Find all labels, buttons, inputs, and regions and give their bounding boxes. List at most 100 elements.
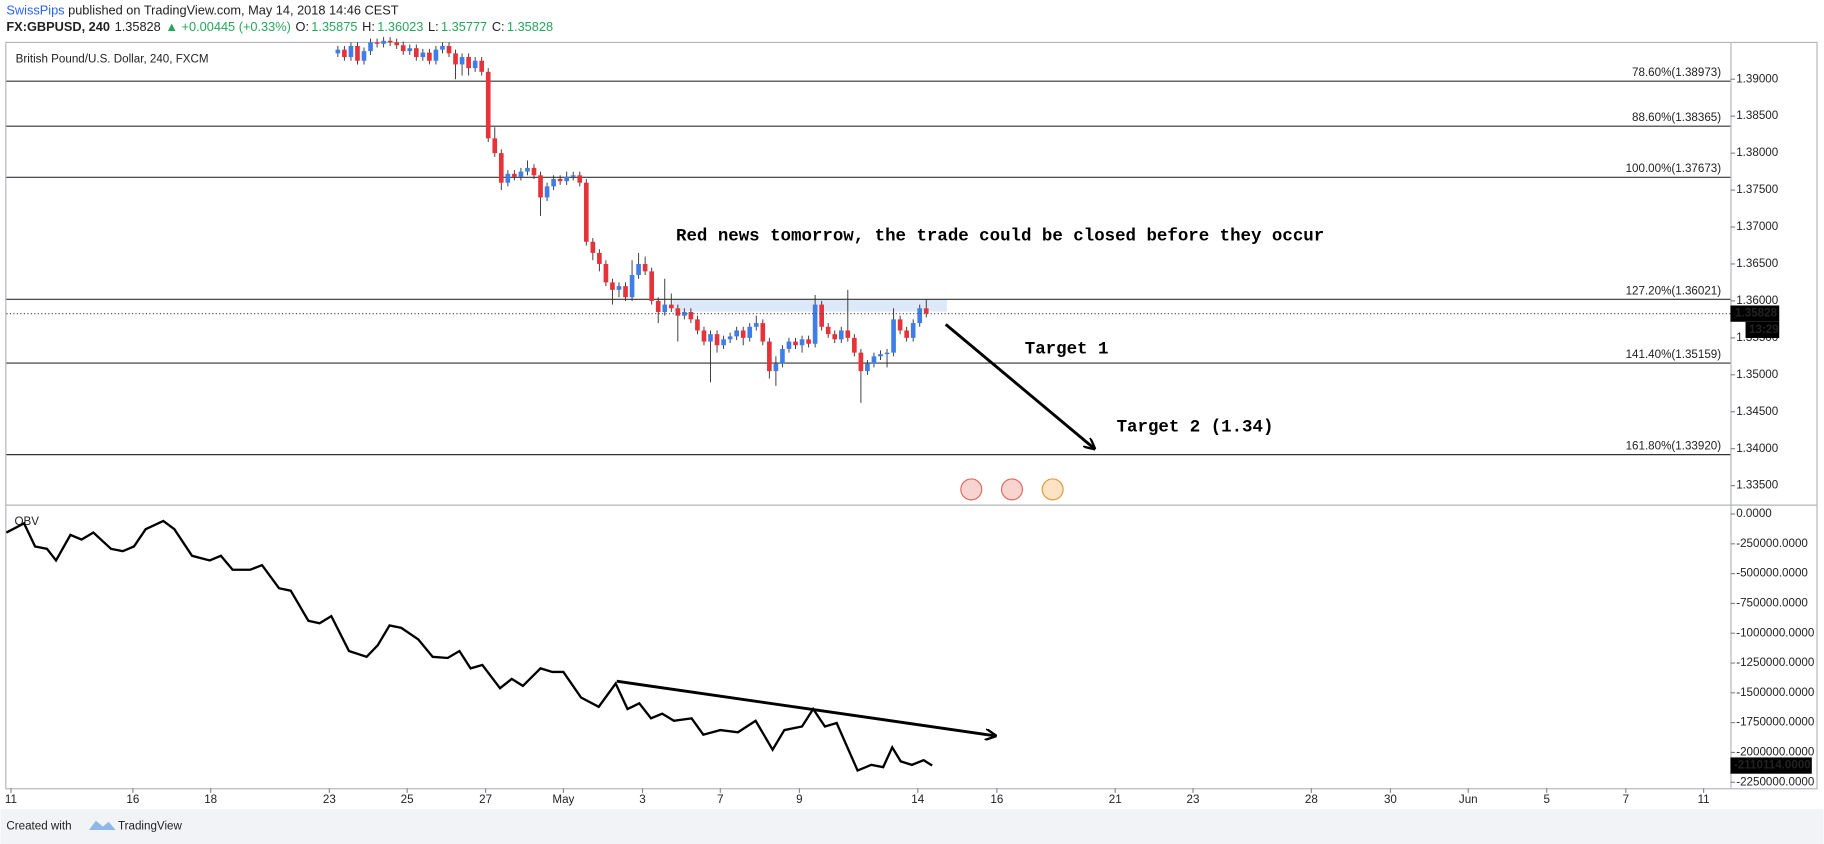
annotation-target-1: Target 1 [1025,339,1109,359]
event-icon[interactable] [1041,478,1064,501]
candle-body [440,45,445,50]
footer-created: Created with [6,820,71,833]
candle-body [597,252,602,264]
candle-body [427,52,432,61]
candle-body [368,42,373,52]
candle-body [721,339,726,346]
candle-body [413,48,419,58]
obv-trend-arrow [616,679,996,736]
candle-body [799,339,805,346]
candle-body [492,138,498,154]
candle-body [642,263,648,272]
candle-body [910,323,916,338]
candle-body [838,330,844,340]
change: +0.00445 (+0.33%) [182,19,291,34]
x-tick-label: 18 [204,793,217,806]
header-line-1: SwissPips published on TradingView.com, … [6,3,398,18]
x-tick-label: 23 [323,793,336,806]
candle-body [485,71,491,139]
fib-level-label: 161.80%(1.33920) [1626,440,1722,453]
chart-frame [5,41,1818,790]
candle-body [780,348,785,364]
candle-body [760,323,766,342]
candle-body [590,241,596,253]
x-tick-label: 16 [126,793,139,806]
candle-body [342,49,347,58]
generated-marks: 1.335001.340001.345001.350001.355001.360… [5,37,1814,806]
candle-body [498,153,504,183]
c-label: C: [492,19,505,34]
y-tick-label: 0.0000 [1736,507,1772,520]
fib-level-label: 100.00%(1.37673) [1626,162,1722,175]
candle-body [525,167,530,172]
y-tick-label: -2250000.0000 [1736,775,1814,788]
obv-line [5,519,933,773]
x-tick-label: 21 [1109,793,1122,806]
candle-body [773,363,779,372]
candle-body [917,308,923,324]
candle-body [570,175,576,177]
candle-body [655,300,661,312]
event-icon[interactable] [960,478,983,501]
last-price-label: 1.35828 [1735,307,1778,320]
annotation-news: Red news tomorrow, the trade could be cl… [676,227,1324,247]
x-tick-label: 11 [1698,793,1710,806]
candle-body [727,336,733,340]
h-value: 1.36023 [377,19,423,34]
candle-body [695,319,700,331]
candle-body [734,330,739,337]
candle-body [675,308,681,316]
event-icon[interactable] [1000,478,1024,501]
candle-body [551,178,556,187]
candle-body [688,311,694,320]
x-tick-label: 27 [479,793,492,806]
target-arrow [944,323,1095,448]
candle-body [407,48,413,52]
fib-level-label: 78.60%(1.38973) [1632,66,1721,79]
candle-body [453,53,458,65]
candle-body [544,186,550,198]
y-tick-label: -1250000.0000 [1736,656,1814,669]
candle-body [335,49,341,54]
header-line-2: FX:GBPUSD, 240 1.35828 ▲ +0.00445 (+0.33%) O… [6,19,553,34]
fib-level-label: 88.60%(1.38365) [1632,111,1721,124]
candle-body [740,330,746,338]
candle-body [832,334,838,340]
y-tick-label: -2000000.0000 [1736,745,1814,758]
y-tick-label: 1.34500 [1736,405,1778,418]
candle-body [420,52,426,58]
x-tick-label: 9 [796,793,802,806]
o-label: O: [296,19,309,34]
x-tick-label: 23 [1187,793,1200,806]
fib-level-label: 141.40%(1.35159) [1626,348,1722,361]
candle-body [512,173,517,177]
candle-body [583,182,589,242]
l-label: L: [428,19,439,34]
x-tick-label: 14 [911,793,924,806]
candle-body [649,271,654,301]
y-tick-label: 1.33500 [1736,479,1778,492]
x-tick-label: 5 [1543,793,1549,806]
candle-body [865,363,870,372]
last: 1.35828 [115,19,161,34]
candle-body [662,304,668,312]
candle-body [603,263,609,283]
h-label: H: [362,19,375,34]
x-tick-label: 30 [1384,793,1397,806]
price-pane-title: British Pound/U.S. Dollar, 240, FXCM [16,52,209,65]
candle-body [577,175,583,183]
candle-body [714,334,720,346]
candle-body [616,286,622,290]
candle-body [610,282,615,290]
countdown-label: 13:29 [1749,323,1779,336]
y-tick-label: -750000.0000 [1736,596,1808,609]
author[interactable]: SwissPips [6,3,64,18]
footer-brand[interactable]: TradingView [118,820,183,833]
y-tick-label: -1500000.0000 [1736,686,1814,699]
y-tick-label: 1.37000 [1736,220,1778,233]
candle-body [701,330,707,342]
candle-body [636,263,641,276]
last-value-label: -2110114.0000 [1734,759,1811,772]
x-tick-label: 7 [1623,793,1629,806]
